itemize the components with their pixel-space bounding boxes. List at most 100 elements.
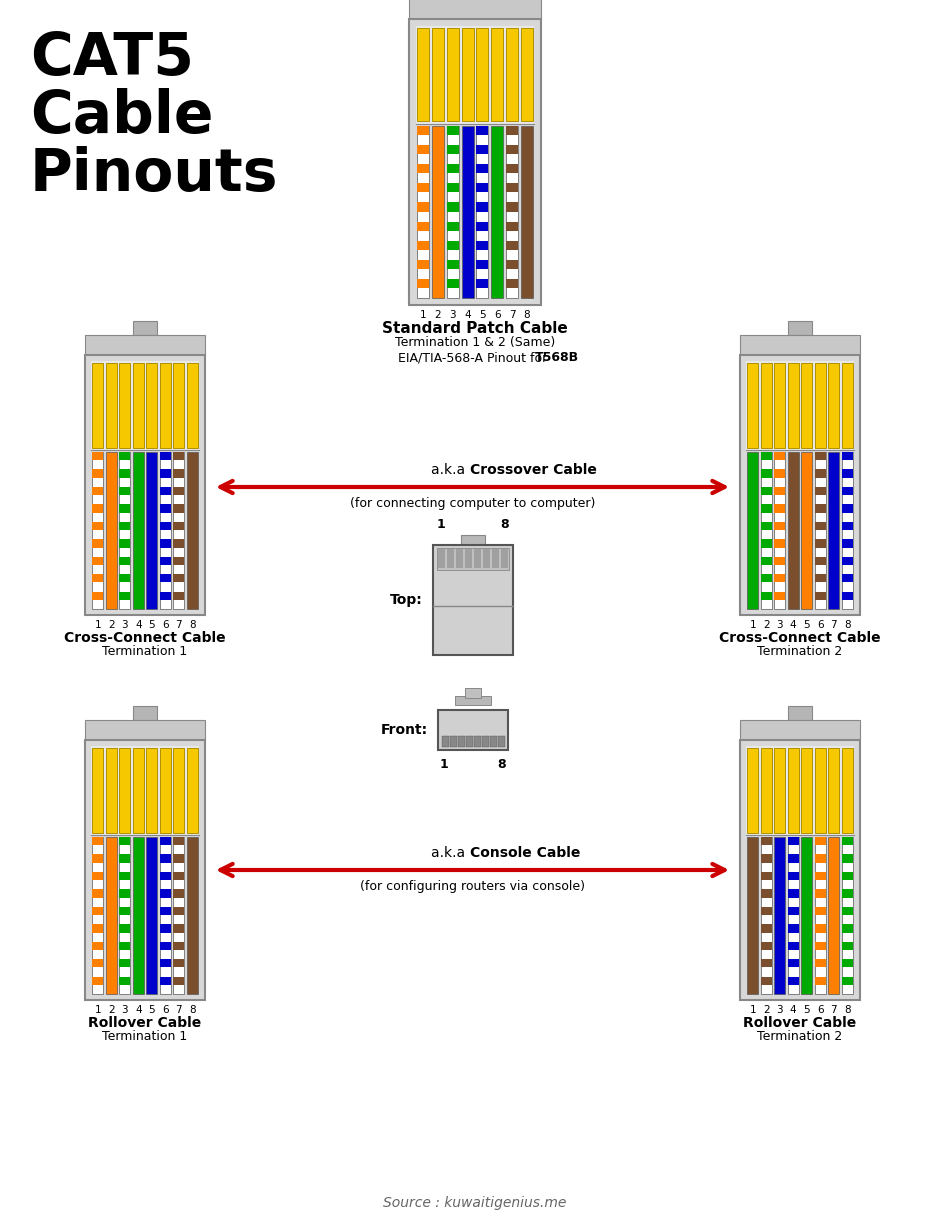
Bar [432, 28, 444, 122]
Bar [740, 355, 860, 615]
Text: 7: 7 [830, 1005, 837, 1015]
Bar [761, 836, 771, 845]
Bar [842, 504, 853, 513]
Bar [409, 18, 541, 305]
Bar [740, 720, 860, 740]
Bar [173, 942, 184, 950]
Text: CAT5: CAT5 [30, 30, 194, 87]
Bar [92, 748, 104, 833]
Text: 8: 8 [844, 1005, 850, 1015]
Bar [788, 706, 812, 720]
Bar [120, 907, 130, 915]
Bar [105, 748, 117, 833]
Bar [491, 28, 504, 122]
Text: 8: 8 [498, 758, 506, 771]
Text: 7: 7 [830, 620, 837, 630]
Bar [160, 889, 171, 898]
Bar [173, 836, 184, 845]
Text: 5: 5 [479, 310, 485, 320]
Bar [788, 977, 799, 985]
Bar [477, 203, 488, 212]
Bar [133, 748, 143, 833]
Bar [160, 574, 171, 583]
Bar [740, 335, 860, 355]
Bar [815, 470, 826, 477]
Bar [92, 836, 104, 845]
Bar [446, 260, 459, 269]
Bar [788, 872, 799, 881]
Text: 5: 5 [148, 1005, 155, 1015]
Bar [788, 959, 799, 968]
Bar [477, 279, 488, 288]
Bar [173, 470, 184, 477]
Text: 6: 6 [162, 620, 168, 630]
Bar [477, 241, 488, 250]
Bar [417, 203, 429, 212]
Bar [774, 451, 785, 609]
Bar [761, 977, 771, 985]
Bar [120, 451, 130, 460]
Bar [173, 592, 184, 600]
Bar [788, 942, 799, 950]
Bar [120, 539, 130, 547]
Bar [160, 557, 171, 565]
Bar [92, 522, 104, 530]
Bar [506, 241, 518, 250]
Bar [490, 736, 497, 747]
Bar [506, 28, 518, 122]
Bar [173, 836, 184, 994]
Bar [815, 574, 826, 583]
Text: 5: 5 [148, 620, 155, 630]
Bar [815, 889, 826, 898]
Bar [828, 363, 839, 448]
Bar [120, 363, 130, 448]
Bar [446, 125, 459, 135]
Bar [160, 977, 171, 985]
Text: 6: 6 [494, 310, 501, 320]
Text: Source : kuwaitigenius.me: Source : kuwaitigenius.me [383, 1196, 567, 1210]
Bar [842, 748, 853, 833]
Bar [748, 748, 758, 833]
Bar [417, 145, 429, 154]
Bar [85, 355, 205, 615]
Bar [160, 522, 171, 530]
Bar [483, 549, 490, 568]
Bar [774, 504, 785, 513]
Bar [465, 688, 481, 697]
Text: 8: 8 [844, 620, 850, 630]
Bar [761, 872, 771, 881]
Bar [120, 889, 130, 898]
Bar [120, 487, 130, 496]
Bar [748, 363, 758, 448]
Bar [815, 836, 826, 845]
Bar [761, 959, 771, 968]
Bar [442, 736, 449, 747]
Bar [842, 942, 853, 950]
Bar [92, 557, 104, 565]
Bar [133, 836, 143, 994]
Bar [120, 592, 130, 600]
Bar [92, 889, 104, 898]
Text: Termination 2: Termination 2 [757, 645, 843, 658]
Bar [173, 977, 184, 985]
Bar [815, 504, 826, 513]
Text: (for configuring routers via console): (for configuring routers via console) [360, 879, 585, 893]
Bar [120, 748, 130, 833]
Bar [438, 549, 445, 568]
Bar [446, 241, 459, 250]
Bar [788, 321, 812, 335]
Bar [774, 363, 785, 448]
Bar [173, 924, 184, 932]
Bar [92, 872, 104, 881]
Bar [417, 125, 429, 135]
Bar [120, 872, 130, 881]
Text: 4: 4 [790, 1005, 796, 1015]
Bar [446, 164, 459, 173]
Bar [761, 451, 771, 460]
Text: Termination 1: Termination 1 [103, 645, 188, 658]
Bar [92, 539, 104, 547]
Text: 6: 6 [817, 1005, 824, 1015]
Bar [477, 145, 488, 154]
Bar [160, 855, 171, 862]
Bar [417, 241, 429, 250]
